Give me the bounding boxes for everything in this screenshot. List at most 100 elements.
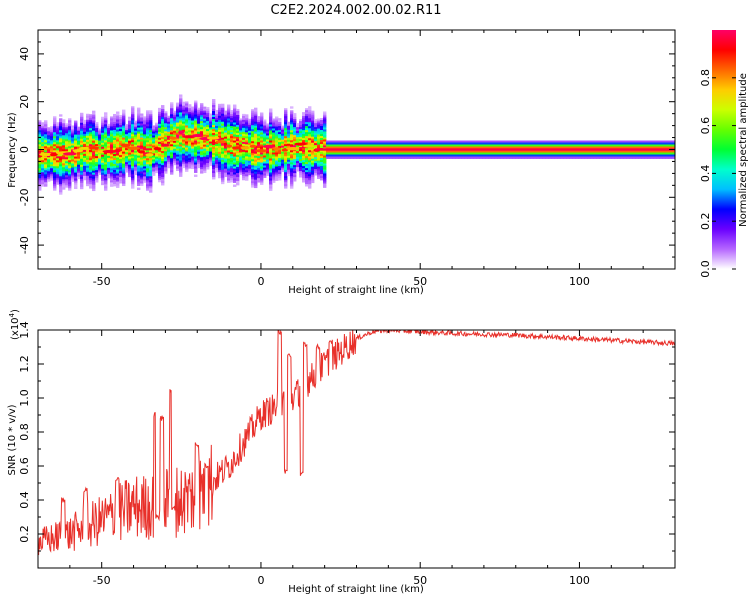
heatmap-cell bbox=[467, 150, 471, 153]
heatmap-cell bbox=[110, 160, 114, 163]
heatmap-cell bbox=[455, 156, 459, 159]
heatmap-cell bbox=[650, 156, 654, 159]
heatmap-cell bbox=[443, 144, 447, 147]
heatmap-cell bbox=[59, 114, 63, 117]
heatmap-cell bbox=[266, 129, 270, 132]
heatmap-cell bbox=[143, 156, 147, 159]
heatmap-cell bbox=[236, 108, 240, 112]
heatmap-cell bbox=[431, 144, 435, 147]
heatmap-cell bbox=[122, 127, 126, 131]
heatmap-cell bbox=[386, 154, 390, 157]
heatmap-cell bbox=[479, 140, 483, 143]
heatmap-cell bbox=[173, 150, 177, 154]
heatmap-cell bbox=[311, 126, 315, 130]
heatmap-cell bbox=[644, 146, 648, 149]
heatmap-cell bbox=[146, 168, 150, 171]
heatmap-cell bbox=[254, 117, 258, 121]
heatmap-cell bbox=[311, 118, 315, 122]
heatmap-cell bbox=[83, 129, 87, 133]
heatmap-cell bbox=[68, 166, 72, 169]
heatmap-cell bbox=[125, 158, 129, 161]
heatmap-cell bbox=[122, 181, 126, 185]
heatmap-cell bbox=[104, 188, 108, 191]
heatmap-cell bbox=[584, 156, 588, 159]
heatmap-cell bbox=[293, 173, 297, 176]
heatmap-cell bbox=[548, 140, 552, 143]
heatmap-cell bbox=[584, 142, 588, 145]
heatmap-cell bbox=[317, 118, 321, 121]
heatmap-cell bbox=[257, 156, 261, 159]
heatmap-cell bbox=[323, 145, 327, 148]
heatmap-cell bbox=[299, 149, 303, 152]
heatmap-cell bbox=[581, 140, 585, 143]
heatmap-cell bbox=[449, 150, 453, 153]
heatmap-cell bbox=[281, 167, 285, 171]
heatmap-cell bbox=[272, 152, 276, 155]
heatmap-cell bbox=[185, 161, 189, 164]
heatmap-cell bbox=[209, 133, 213, 136]
heatmap-cell bbox=[263, 137, 267, 140]
heatmap-cell bbox=[134, 126, 138, 130]
heatmap-cell bbox=[569, 150, 573, 153]
heatmap-cell bbox=[113, 121, 117, 125]
heatmap-cell bbox=[263, 165, 267, 168]
heatmap-cell bbox=[293, 169, 297, 172]
heatmap-cell bbox=[218, 147, 222, 151]
heatmap-cell bbox=[149, 132, 153, 135]
heatmap-cell bbox=[404, 142, 408, 145]
heatmap-cell bbox=[140, 127, 144, 130]
heatmap-cell bbox=[260, 144, 264, 147]
heatmap-cell bbox=[44, 158, 48, 161]
heatmap-cell bbox=[356, 156, 360, 159]
heatmap-cell bbox=[92, 110, 96, 114]
heatmap-cell bbox=[323, 119, 327, 122]
heatmap-cell bbox=[365, 152, 369, 155]
heatmap-cell bbox=[167, 161, 171, 165]
heatmap-cell bbox=[59, 186, 63, 189]
heatmap-cell bbox=[101, 120, 105, 124]
heatmap-cell bbox=[227, 126, 231, 129]
heatmap-cell bbox=[134, 160, 138, 164]
heatmap-cell bbox=[62, 185, 66, 188]
heatmap-cell bbox=[194, 148, 198, 151]
heatmap-cell bbox=[224, 138, 228, 142]
heatmap-cell bbox=[80, 156, 84, 160]
heatmap-cell bbox=[305, 122, 309, 125]
heatmap-cell bbox=[59, 126, 63, 129]
heatmap-cell bbox=[62, 143, 66, 146]
heatmap-cell bbox=[83, 161, 87, 165]
heatmap-cell bbox=[650, 150, 654, 153]
heatmap-cell bbox=[446, 140, 450, 143]
heatmap-cell bbox=[185, 155, 189, 158]
heatmap-cell bbox=[233, 170, 237, 173]
heatmap-cell bbox=[197, 145, 201, 149]
heatmap-cell bbox=[284, 172, 288, 175]
heatmap-cell bbox=[161, 137, 165, 140]
heatmap-cell bbox=[197, 155, 201, 159]
heatmap-cell bbox=[395, 146, 399, 149]
heatmap-cell bbox=[317, 170, 321, 173]
heatmap-cell bbox=[209, 117, 213, 120]
heatmap-cell bbox=[83, 171, 87, 175]
heatmap-cell bbox=[116, 181, 120, 184]
heatmap-cell bbox=[167, 127, 171, 131]
heatmap-cell bbox=[254, 131, 258, 135]
heatmap-cell bbox=[233, 174, 237, 177]
heatmap-cell bbox=[446, 144, 450, 147]
heatmap-cell bbox=[320, 156, 324, 159]
heatmap-cell bbox=[158, 163, 162, 167]
heatmap-cell bbox=[92, 184, 96, 188]
heatmap-cell bbox=[257, 176, 261, 179]
heatmap-cell bbox=[236, 110, 240, 114]
heatmap-cell bbox=[455, 146, 459, 149]
heatmap-cell bbox=[47, 127, 51, 130]
heatmap-cell bbox=[98, 156, 102, 159]
heatmap-cell bbox=[305, 114, 309, 117]
heatmap-cell bbox=[236, 140, 240, 144]
heatmap-cell bbox=[251, 127, 255, 130]
heatmap-cell bbox=[71, 159, 75, 162]
heatmap-cell bbox=[305, 172, 309, 175]
heatmap-cell bbox=[77, 142, 81, 146]
heatmap-cell bbox=[218, 159, 222, 163]
heatmap-cell bbox=[578, 156, 582, 159]
